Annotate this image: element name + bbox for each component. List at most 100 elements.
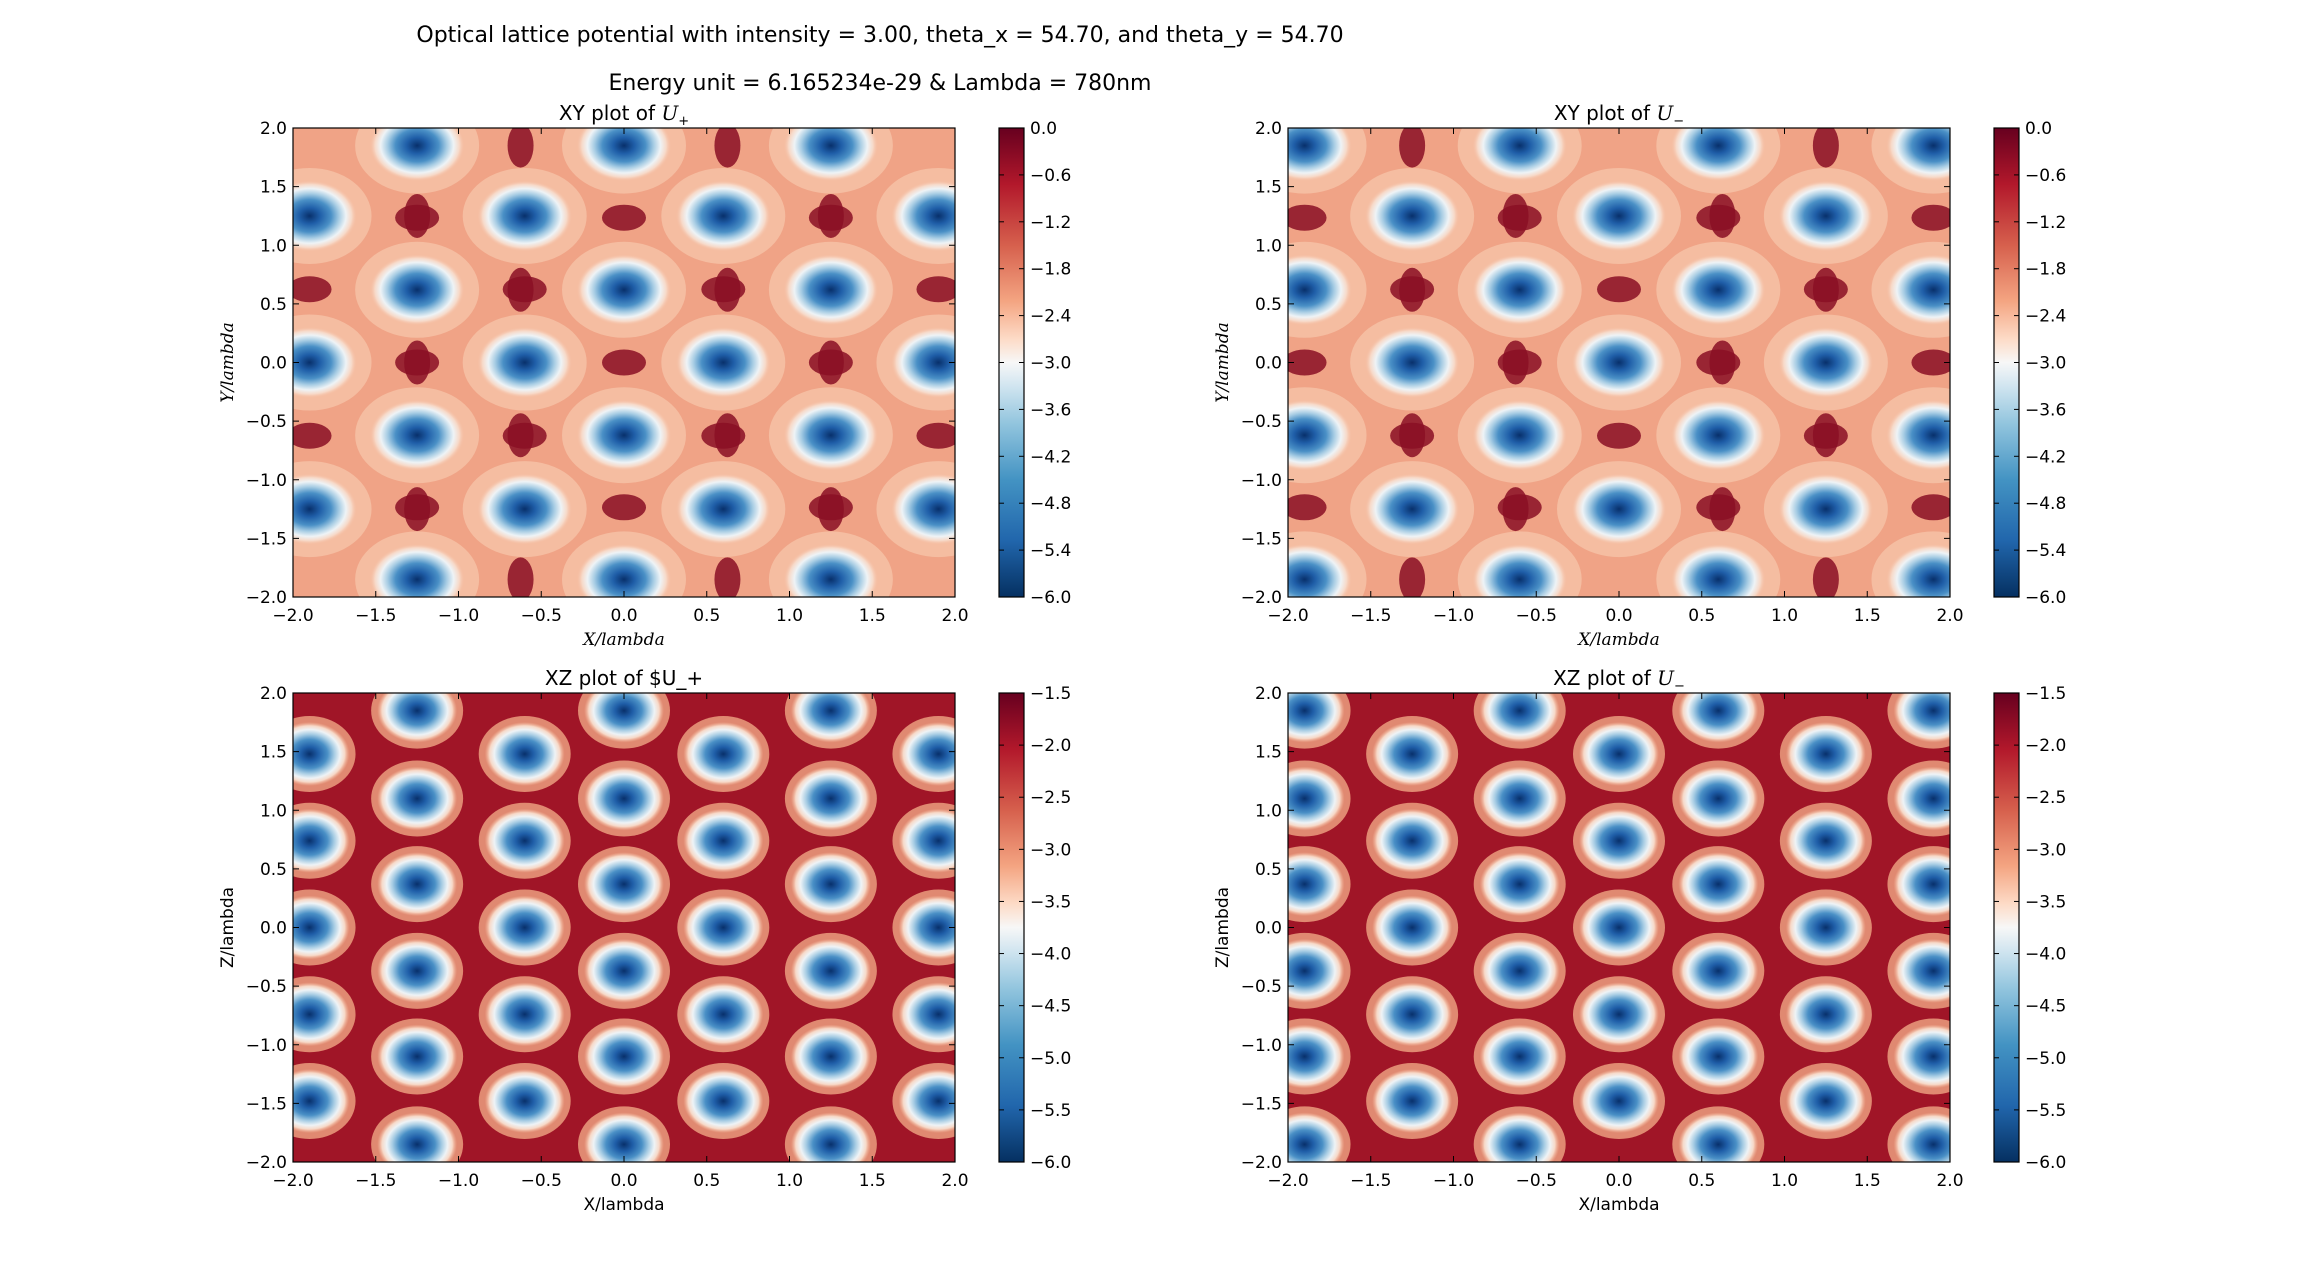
colorbar-tick-label: −1.2 (1030, 213, 1071, 233)
potential-well (790, 693, 871, 743)
potential-well (584, 1112, 664, 1162)
potential-well (1288, 399, 1353, 472)
potential-well (1785, 808, 1866, 873)
potential-well (675, 179, 772, 252)
colorbar-tick-label: −3.0 (1030, 840, 1071, 860)
potential-well (1885, 543, 1950, 597)
potential-well (484, 808, 565, 873)
colorbar-tick-label: −6.0 (2025, 1153, 2066, 1173)
colorbar-tick-label: −5.5 (2025, 1101, 2066, 1121)
potential-ridge (1502, 193, 1529, 238)
y-tick-label: 2.0 (1255, 119, 1282, 139)
y-tick-label: −1.5 (246, 529, 287, 549)
potential-well (1885, 253, 1950, 326)
potential-well (1785, 721, 1866, 786)
x-axis-label: X/lambda (581, 630, 664, 650)
x-tick-label: −1.5 (1350, 606, 1391, 626)
potential-well (1670, 543, 1767, 597)
potential-ridge (602, 204, 646, 231)
well-layer (293, 693, 955, 1162)
potential-well (293, 326, 358, 399)
x-tick-label: 1.0 (776, 606, 803, 626)
x-tick-label: 1.5 (1854, 606, 1881, 626)
heatmap-image (293, 693, 955, 1162)
y-tick-label: −1.0 (1241, 1036, 1282, 1056)
potential-well (675, 473, 772, 546)
potential-well (476, 473, 573, 546)
potential-well (1893, 766, 1950, 831)
x-tick-label: −1.5 (1350, 1171, 1391, 1191)
x-tick-label: 0.5 (693, 1171, 720, 1191)
potential-well (293, 808, 350, 873)
subplot-title-subscript: − (1673, 114, 1684, 129)
y-tick-label: −2.0 (246, 588, 287, 608)
potential-ridge (507, 557, 534, 597)
potential-ridge (1709, 340, 1736, 385)
colorbar-tick-label: −2.0 (2025, 736, 2066, 756)
colorbar-tick-label: −3.0 (1030, 354, 1071, 374)
y-axis-label: Y/lambda (1213, 322, 1233, 403)
colorbar-tick-label: 0.0 (2025, 119, 2052, 139)
potential-well (1893, 1112, 1950, 1162)
potential-well (484, 895, 565, 960)
colorbar-tick-label: −5.0 (1030, 1049, 1071, 1069)
x-tick-label: −1.0 (438, 1171, 479, 1191)
potential-well (1579, 808, 1659, 873)
y-tick-label: 2.0 (260, 119, 287, 139)
subplot-title: XZ plot of $U_+ (545, 666, 703, 690)
potential-well (782, 399, 879, 472)
y-tick-label: −0.5 (1241, 412, 1282, 432)
colorbar-tick-label: −2.4 (1030, 307, 1071, 327)
potential-well (675, 326, 772, 399)
y-tick-label: 2.0 (1255, 684, 1282, 704)
potential-ridge (293, 276, 332, 303)
potential-well (683, 721, 764, 786)
potential-well (898, 982, 955, 1047)
potential-well (1479, 938, 1560, 1003)
x-tick-label: −0.5 (521, 1171, 562, 1191)
y-tick-label: 0.0 (1255, 919, 1282, 939)
x-tick-label: 0.5 (1688, 1171, 1715, 1191)
colorbar-tick-label: −6.0 (2025, 588, 2066, 608)
colorbar-tick-label: −6.0 (1030, 1153, 1071, 1173)
y-tick-label: 0.0 (260, 354, 287, 374)
subplot-title-subscript: + (678, 114, 689, 129)
x-tick-label: 1.5 (1854, 1171, 1881, 1191)
x-tick-label: 2.0 (1936, 1171, 1963, 1191)
potential-well (898, 1069, 955, 1134)
x-tick-label: −2.0 (272, 606, 313, 626)
y-tick-label: 1.5 (1255, 743, 1282, 763)
potential-well (369, 253, 466, 326)
potential-well (1670, 399, 1767, 472)
potential-well (790, 1112, 871, 1162)
potential-well (790, 1024, 871, 1089)
potential-well (1288, 852, 1345, 917)
colorbar-tick-label: −5.4 (1030, 541, 1071, 561)
potential-well (790, 852, 871, 917)
potential-well (1479, 1024, 1560, 1089)
potential-well (1471, 399, 1568, 472)
potential-well (576, 399, 672, 472)
potential-well (576, 253, 672, 326)
subplot-title-text: XZ plot of $U_+ (545, 666, 703, 690)
potential-ridge (1911, 349, 1950, 376)
potential-ridge (916, 422, 955, 449)
heatmap-image (1288, 128, 1950, 597)
potential-well (584, 693, 664, 743)
x-tick-label: −0.5 (1516, 606, 1557, 626)
y-tick-label: 0.5 (260, 295, 287, 315)
well-layer (1288, 128, 1950, 597)
colorbar-tick-label: −2.4 (2025, 307, 2066, 327)
potential-ridge (293, 422, 332, 449)
x-tick-label: 0.0 (1605, 1171, 1632, 1191)
x-tick-label: 0.0 (610, 1171, 637, 1191)
potential-ridge (1399, 557, 1426, 597)
x-tick-label: 2.0 (941, 1171, 968, 1191)
x-axis-label: X/lambda (583, 1195, 664, 1215)
potential-well (1471, 543, 1568, 597)
potential-well (484, 721, 565, 786)
potential-well (1571, 179, 1667, 252)
potential-ridge (1502, 487, 1529, 532)
potential-ridge (507, 413, 534, 458)
colorbar-tick-label: −4.0 (2025, 945, 2066, 965)
